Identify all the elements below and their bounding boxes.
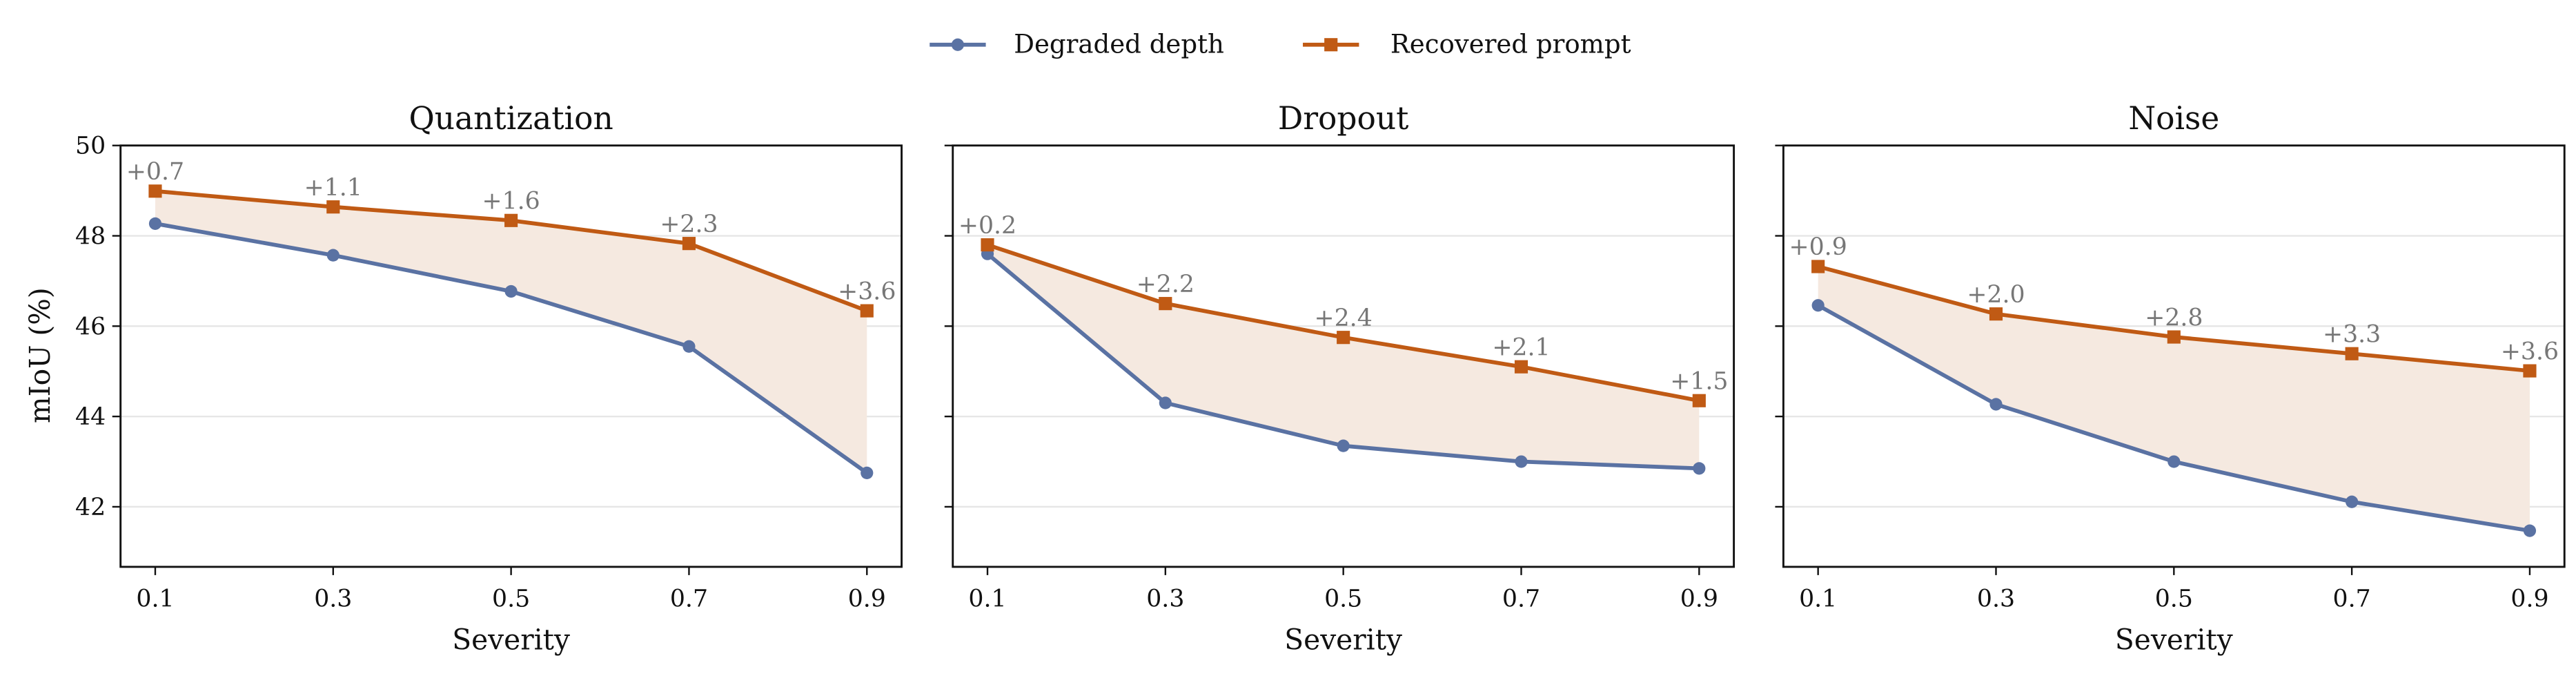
legend-label-recovered: Recovered prompt	[1390, 30, 1631, 59]
gain-annotation: +2.8	[2145, 304, 2203, 331]
data-point-recovered	[2523, 364, 2537, 378]
gain-annotation: +0.2	[958, 212, 1016, 240]
x-tick-label: 0.9	[1680, 585, 1718, 612]
data-point-recovered	[682, 237, 696, 251]
x-tick-label: 0.7	[670, 585, 708, 612]
legend-marker-recovered	[1324, 38, 1338, 52]
x-axis-label: Severity	[1284, 624, 1402, 657]
data-point-recovered	[1692, 394, 1706, 407]
gain-annotation: +3.6	[838, 278, 896, 305]
gain-fill-area	[155, 191, 867, 473]
y-tick-label: 46	[75, 313, 106, 340]
data-point-recovered	[1337, 331, 1350, 345]
x-tick-label: 0.5	[2155, 585, 2193, 612]
x-tick-label: 0.3	[1146, 585, 1184, 612]
gain-annotation: +0.7	[126, 158, 184, 186]
x-tick-label: 0.9	[848, 585, 886, 612]
x-tick-label: 0.5	[492, 585, 530, 612]
x-tick-label: 0.7	[2333, 585, 2371, 612]
data-point-recovered	[1811, 260, 1825, 273]
data-point-degraded	[2346, 495, 2359, 508]
data-point-recovered	[1989, 307, 2003, 321]
data-point-degraded	[1515, 455, 1528, 468]
data-point-degraded	[504, 284, 518, 298]
x-tick-label: 0.1	[968, 585, 1006, 612]
data-point-recovered	[2167, 330, 2181, 344]
data-point-recovered	[326, 200, 340, 214]
data-point-degraded	[1337, 439, 1350, 452]
x-tick-label: 0.9	[2510, 585, 2548, 612]
y-tick-label: 48	[75, 222, 106, 250]
legend: Degraded depth Recovered prompt	[930, 30, 1631, 59]
data-point-recovered	[981, 238, 994, 252]
x-tick-label: 0.3	[314, 585, 352, 612]
panel-noise: 0.1 0.3 0.5 0.7 0.9 +0.9 +2.0 +2.8 +3.3 +3.6 Noise…	[1775, 100, 2566, 657]
legend-marker-degraded	[951, 38, 965, 51]
data-point-degraded	[2167, 455, 2181, 468]
legend-label-degraded: Degraded depth	[1014, 30, 1224, 59]
gain-annotation: +0.9	[1789, 233, 1847, 261]
gain-annotation: +2.3	[660, 211, 718, 238]
x-axis-label: Severity	[2115, 624, 2233, 657]
data-point-degraded	[1159, 396, 1172, 409]
data-point-degraded	[1693, 462, 1706, 475]
gain-annotation: +2.4	[1315, 305, 1373, 332]
gain-annotation: +3.6	[2501, 338, 2559, 365]
gain-annotation: +2.2	[1137, 271, 1194, 298]
x-tick-label: 0.7	[1502, 585, 1540, 612]
panel-dropout: 0.1 0.3 0.5 0.7 0.9 +0.2 +2.2 +2.4 +2.1 +1.5 Dropo…	[944, 100, 1736, 657]
y-tick-label: 44	[75, 403, 106, 431]
x-tick-label: 0.1	[136, 585, 174, 612]
data-point-degraded	[1989, 398, 2003, 411]
data-point-degraded	[1811, 299, 1825, 312]
x-axis-label: Severity	[452, 624, 570, 657]
data-point-degraded	[148, 217, 162, 230]
panel-quantization: 42 44 46 48 50 0.1 0.3 0.5 0.7 0.9 +0.7 +1.1 +1.6 +2.…	[75, 100, 903, 657]
data-point-degraded	[2523, 524, 2537, 537]
panel-title: Quantization	[409, 100, 613, 137]
data-point-recovered	[860, 304, 874, 318]
y-tick-label: 50	[75, 133, 106, 160]
gain-annotation: +3.3	[2323, 320, 2381, 348]
gain-annotation: +1.5	[1670, 367, 1728, 395]
panel-title: Noise	[2128, 100, 2219, 137]
data-point-recovered	[2345, 347, 2359, 360]
axes-frame	[1782, 144, 2566, 568]
data-point-degraded	[861, 466, 874, 479]
panel-title: Dropout	[1278, 100, 1409, 137]
gain-annotation: +2.1	[1492, 334, 1550, 361]
gain-fill-area	[987, 244, 1700, 469]
data-point-recovered	[504, 213, 518, 227]
data-point-recovered	[1159, 297, 1172, 311]
x-tick-label: 0.3	[1977, 585, 2015, 612]
y-axis-label: mIoU (%)	[23, 287, 57, 423]
gain-annotation: +1.1	[304, 174, 362, 202]
axes-frame	[952, 144, 1736, 568]
data-point-recovered	[1514, 360, 1528, 374]
data-point-degraded	[682, 340, 696, 353]
data-point-recovered	[148, 184, 162, 198]
axes-frame	[119, 144, 903, 568]
x-tick-label: 0.1	[1799, 585, 1837, 612]
gain-annotation: +1.6	[482, 188, 540, 215]
gain-annotation: +2.0	[1967, 281, 2025, 309]
y-tick-label: 42	[75, 494, 106, 521]
x-tick-label: 0.5	[1324, 585, 1362, 612]
gain-fill-area	[1818, 266, 2530, 531]
data-point-degraded	[326, 249, 340, 262]
